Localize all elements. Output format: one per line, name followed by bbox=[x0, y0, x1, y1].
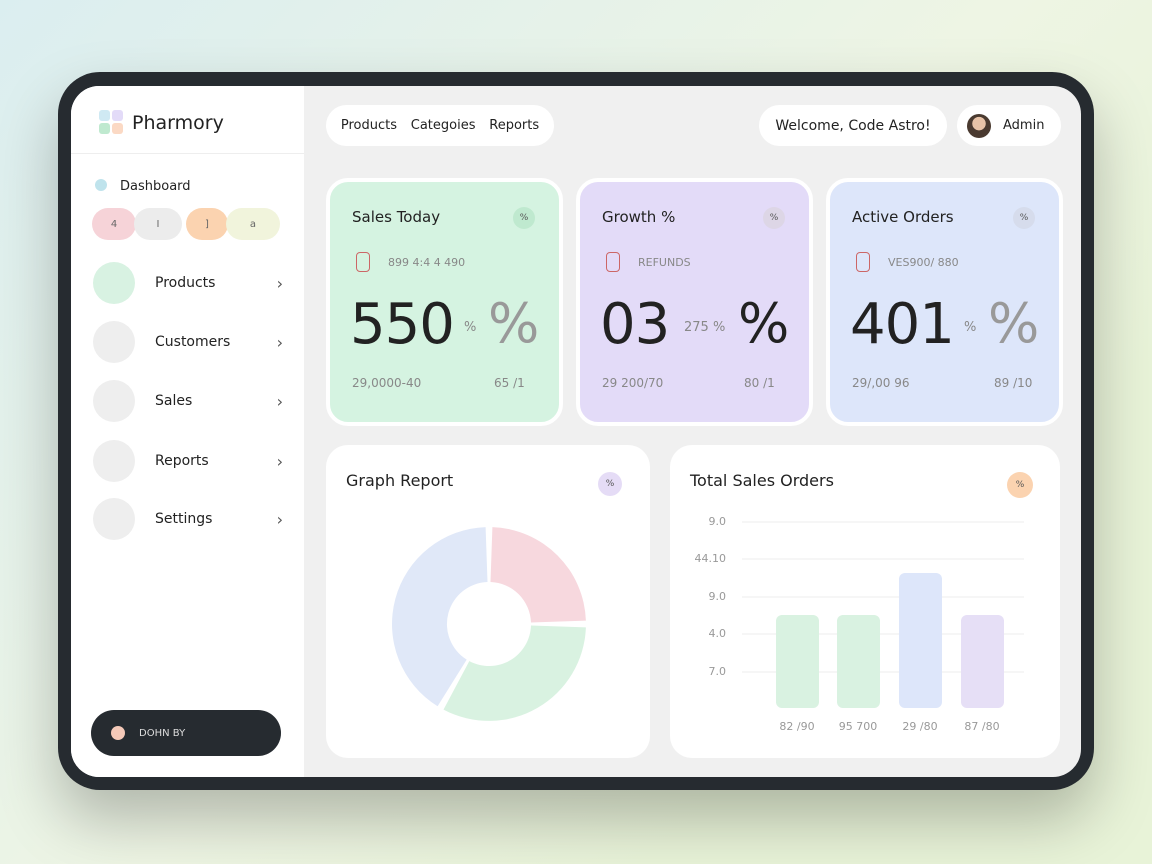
menu-label: Settings bbox=[155, 511, 213, 527]
bar bbox=[899, 573, 942, 708]
card-symbol: % bbox=[988, 292, 1040, 355]
panel-title: Total Sales Orders bbox=[690, 471, 834, 490]
card-unit: 275 % bbox=[684, 320, 726, 335]
nav-link[interactable]: Categoies bbox=[410, 118, 476, 133]
pill[interactable]: a bbox=[226, 208, 280, 240]
bar bbox=[837, 615, 880, 708]
card-footer: 80 /1 bbox=[744, 376, 775, 390]
bar bbox=[961, 615, 1004, 708]
x-axis-label: 95 700 bbox=[838, 720, 878, 733]
card-title: Sales Today bbox=[352, 208, 441, 226]
card-value: 550 bbox=[350, 292, 455, 357]
badge: % bbox=[763, 207, 785, 229]
footer-button-label: DOHN BY bbox=[139, 727, 186, 739]
card-icon bbox=[856, 252, 870, 272]
nav-link[interactable]: Products bbox=[340, 118, 398, 133]
menu-label: Sales bbox=[155, 393, 193, 409]
menu-item[interactable]: Reports › bbox=[93, 439, 283, 483]
card-symbol: % bbox=[738, 292, 790, 355]
y-axis-label: 9.0 bbox=[708, 590, 727, 603]
donut-segment bbox=[392, 527, 488, 707]
card-footer: 65 /1 bbox=[494, 376, 525, 390]
card-value: 401 bbox=[850, 292, 955, 357]
menu-label: Products bbox=[155, 275, 216, 291]
footer-button[interactable]: DOHN BY bbox=[91, 710, 281, 756]
card-unit: % bbox=[464, 320, 477, 335]
card-icon bbox=[606, 252, 620, 272]
badge: % bbox=[513, 207, 535, 229]
x-axis-label: 29 /80 bbox=[902, 720, 938, 733]
pill[interactable]: 4 bbox=[92, 208, 136, 240]
stat-card[interactable]: Active Orders% VES900/ 880 401%% 29/,00 96 8… bbox=[826, 178, 1063, 426]
x-axis-label: 87 /80 bbox=[964, 720, 1000, 733]
pill[interactable]: ] bbox=[186, 208, 228, 240]
user-chip[interactable]: Admin bbox=[957, 105, 1061, 146]
y-axis-label: 44.10 bbox=[694, 552, 727, 565]
pill[interactable]: I bbox=[134, 208, 182, 240]
menu-item[interactable]: Sales › bbox=[93, 379, 283, 423]
brand: Pharmory bbox=[132, 112, 224, 134]
dashboard-label[interactable]: Dashboard bbox=[120, 179, 191, 194]
dashboard-icon bbox=[95, 179, 107, 191]
badge: % bbox=[598, 472, 622, 496]
card-subtitle: VES900/ 880 bbox=[888, 256, 959, 269]
y-axis-label: 4.0 bbox=[708, 627, 727, 640]
card-subtitle: REFUNDS bbox=[638, 256, 691, 269]
sidebar: Pharmory Dashboard 4 I ] a Products › Cus… bbox=[71, 86, 304, 777]
card-footer: 29 200/70 bbox=[602, 376, 664, 390]
card-footer: 29/,00 96 bbox=[852, 376, 910, 390]
card-title: Active Orders bbox=[852, 208, 954, 226]
card-footer: 29,0000-40 bbox=[352, 376, 422, 390]
card-subtitle: 899 4:4 4 490 bbox=[388, 256, 466, 269]
card-title: Growth % bbox=[602, 208, 676, 226]
y-axis-label: 7.0 bbox=[708, 665, 727, 678]
nav-link[interactable]: Reports bbox=[489, 118, 540, 133]
badge: % bbox=[1013, 207, 1035, 229]
menu-item[interactable]: Settings › bbox=[93, 497, 283, 541]
bar bbox=[776, 615, 819, 708]
donut-segment bbox=[490, 527, 586, 623]
card-icon bbox=[356, 252, 370, 272]
card-symbol: % bbox=[488, 292, 540, 355]
menu-item[interactable]: Products › bbox=[93, 261, 283, 305]
badge: % bbox=[1007, 472, 1033, 498]
menu-item[interactable]: Customers › bbox=[93, 320, 283, 364]
card-value: 03 bbox=[600, 292, 670, 357]
avatar bbox=[967, 113, 991, 138]
user-name: Admin bbox=[1003, 118, 1045, 133]
menu-label: Reports bbox=[155, 453, 209, 469]
x-axis-label: 82 /90 bbox=[779, 720, 815, 733]
panel-title: Graph Report bbox=[346, 471, 454, 490]
screen: Pharmory Dashboard 4 I ] a Products › Cus… bbox=[71, 86, 1081, 777]
card-unit: % bbox=[964, 320, 977, 335]
stat-card[interactable]: Growth %% REFUNDS 03 275 %% 29 200/70 80 /1 bbox=[576, 178, 813, 426]
logo bbox=[99, 110, 123, 134]
donut-segment bbox=[443, 625, 586, 721]
welcome: Welcome, Code Astro! bbox=[759, 105, 947, 146]
y-axis-label: 9.0 bbox=[708, 515, 727, 528]
card-footer: 89 /10 bbox=[994, 376, 1033, 390]
menu-label: Customers bbox=[155, 334, 231, 350]
stat-card[interactable]: Sales Today% 899 4:4 4 490 550%% 29,0000-40… bbox=[326, 178, 563, 426]
divider bbox=[71, 153, 304, 154]
top-nav: Products Categoies Reports bbox=[326, 105, 554, 146]
